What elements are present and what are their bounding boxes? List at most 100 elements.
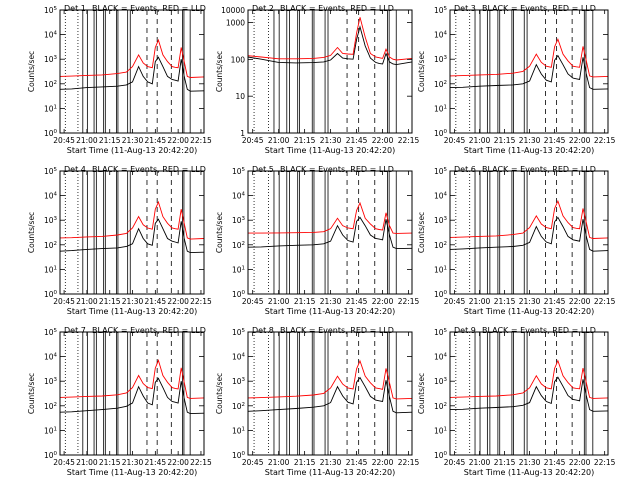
y-tick-label: 101	[232, 426, 245, 435]
x-tick-label: 22:00	[569, 136, 591, 145]
y-tick-label: 101	[44, 265, 57, 274]
series-line-events	[449, 376, 609, 412]
panel-title: Det 7	[64, 326, 86, 335]
x-tick-label: 22:00	[372, 297, 394, 306]
series-line-events	[247, 216, 413, 250]
y-tick-label: 1	[240, 129, 245, 138]
panel-title: Det 4	[64, 165, 86, 174]
y-tick-label: 103	[434, 377, 448, 386]
x-tick-label: 22:00	[167, 297, 189, 306]
y-tick-label: 105	[434, 328, 448, 337]
x-tick-label: 20:45	[242, 297, 264, 306]
x-tick-label: 21:45	[346, 297, 368, 306]
y-tick-label: 102	[232, 402, 245, 411]
series-line-lld	[247, 17, 413, 61]
x-tick-label: 21:15	[99, 458, 121, 467]
y-tick-label: 100	[231, 55, 246, 64]
series-line-lld	[247, 359, 413, 400]
x-tick-label: 22:00	[167, 458, 189, 467]
x-tick-label: 21:30	[320, 297, 342, 306]
y-tick-label: 104	[232, 192, 246, 201]
y-tick-label: 101	[44, 104, 57, 113]
panel-det-9: 20:45 21:00 21:15 21:30 21:45 22:00 22:15 100 10…	[417, 326, 616, 477]
series-line-events	[247, 25, 413, 66]
x-axis-label: Start Time (11-Aug-13 20:42:20)	[67, 146, 198, 155]
y-tick-label: 100	[232, 290, 246, 299]
x-tick-label: 21:45	[544, 297, 566, 306]
y-tick-label: 100	[44, 290, 58, 299]
x-tick-label: 21:15	[99, 136, 121, 145]
x-tick-label: 21:45	[145, 458, 167, 467]
y-tick-label: 102	[434, 241, 447, 250]
x-tick-label: 21:30	[122, 297, 144, 306]
y-axis-label: Counts/sec	[215, 51, 224, 92]
y-tick-label: 105	[44, 328, 58, 337]
y-tick-label: 103	[434, 216, 448, 225]
series-line-lld	[449, 199, 609, 239]
x-axis-label: Start Time (11-Aug-13 20:42:20)	[464, 307, 595, 316]
panel-det-7: 20:45 21:00 21:15 21:30 21:45 22:00 22:15 100 10…	[27, 326, 212, 477]
x-tick-label: 21:00	[469, 136, 491, 145]
x-tick-label: 22:15	[398, 136, 420, 145]
y-tick-label: 104	[44, 353, 58, 362]
x-tick-label: 22:15	[594, 458, 616, 467]
x-tick-label: 20:45	[444, 136, 466, 145]
y-tick-label: 101	[434, 265, 447, 274]
panel-title: Det 9	[454, 326, 476, 335]
y-axis-label: Counts/sec	[417, 373, 426, 414]
series-line-events	[59, 56, 205, 92]
x-tick-label: 21:00	[469, 297, 491, 306]
panel-title: Det 8	[252, 326, 274, 335]
x-tick-label: 21:15	[494, 136, 516, 145]
x-tick-label: 21:45	[145, 297, 167, 306]
x-tick-label: 21:00	[76, 136, 98, 145]
x-tick-label: 21:30	[320, 458, 342, 467]
y-tick-label: 1000	[226, 19, 245, 28]
x-tick-label: 21:45	[544, 136, 566, 145]
x-tick-label: 21:15	[99, 297, 121, 306]
panel-legend: BLACK = Events, RED = LLD	[92, 165, 206, 174]
panel-det-8: 20:45 21:00 21:15 21:30 21:45 22:00 22:15 100 10…	[215, 326, 420, 477]
series-line-lld	[59, 38, 205, 78]
x-tick-label: 21:30	[122, 458, 144, 467]
plot-frame	[247, 331, 413, 456]
y-tick-label: 103	[44, 377, 58, 386]
panel-title: Det 6	[454, 165, 476, 174]
plot-frame	[59, 170, 205, 295]
x-tick-label: 21:30	[519, 458, 541, 467]
x-axis-label: Start Time (11-Aug-13 20:42:20)	[265, 146, 396, 155]
panel-det-4: 20:45 21:00 21:15 21:30 21:45 22:00 22:15 100 10…	[27, 165, 212, 316]
y-tick-label: 104	[434, 192, 448, 201]
y-tick-label: 103	[232, 377, 246, 386]
plot-frame	[449, 331, 609, 456]
x-tick-label: 21:45	[544, 458, 566, 467]
x-tick-label: 22:15	[190, 136, 212, 145]
x-tick-label: 21:45	[346, 136, 368, 145]
plot-frame	[449, 9, 609, 134]
y-axis-label: Counts/sec	[417, 51, 426, 92]
x-tick-label: 20:45	[53, 136, 75, 145]
series-line-lld	[59, 200, 205, 240]
y-tick-label: 100	[434, 290, 448, 299]
series-line-lld	[59, 359, 205, 399]
x-tick-label: 22:00	[167, 136, 189, 145]
x-tick-label: 21:45	[145, 136, 167, 145]
x-tick-label: 22:15	[398, 297, 420, 306]
y-tick-label: 102	[232, 241, 245, 250]
y-tick-label: 104	[434, 353, 448, 362]
x-tick-label: 21:00	[76, 458, 98, 467]
x-tick-label: 22:15	[190, 297, 212, 306]
x-tick-label: 21:00	[76, 297, 98, 306]
panel-legend: BLACK = Events, RED = LLD	[482, 4, 596, 13]
x-tick-label: 21:00	[268, 297, 290, 306]
x-axis-label: Start Time (11-Aug-13 20:42:20)	[464, 146, 595, 155]
x-tick-label: 20:45	[444, 297, 466, 306]
x-tick-label: 21:15	[294, 136, 316, 145]
y-tick-label: 102	[44, 80, 57, 89]
x-tick-label: 21:15	[294, 458, 316, 467]
series-line-events	[247, 376, 413, 414]
plot-frame	[247, 170, 413, 295]
y-tick-label: 105	[44, 6, 58, 15]
panel-title: Det 3	[454, 4, 476, 13]
